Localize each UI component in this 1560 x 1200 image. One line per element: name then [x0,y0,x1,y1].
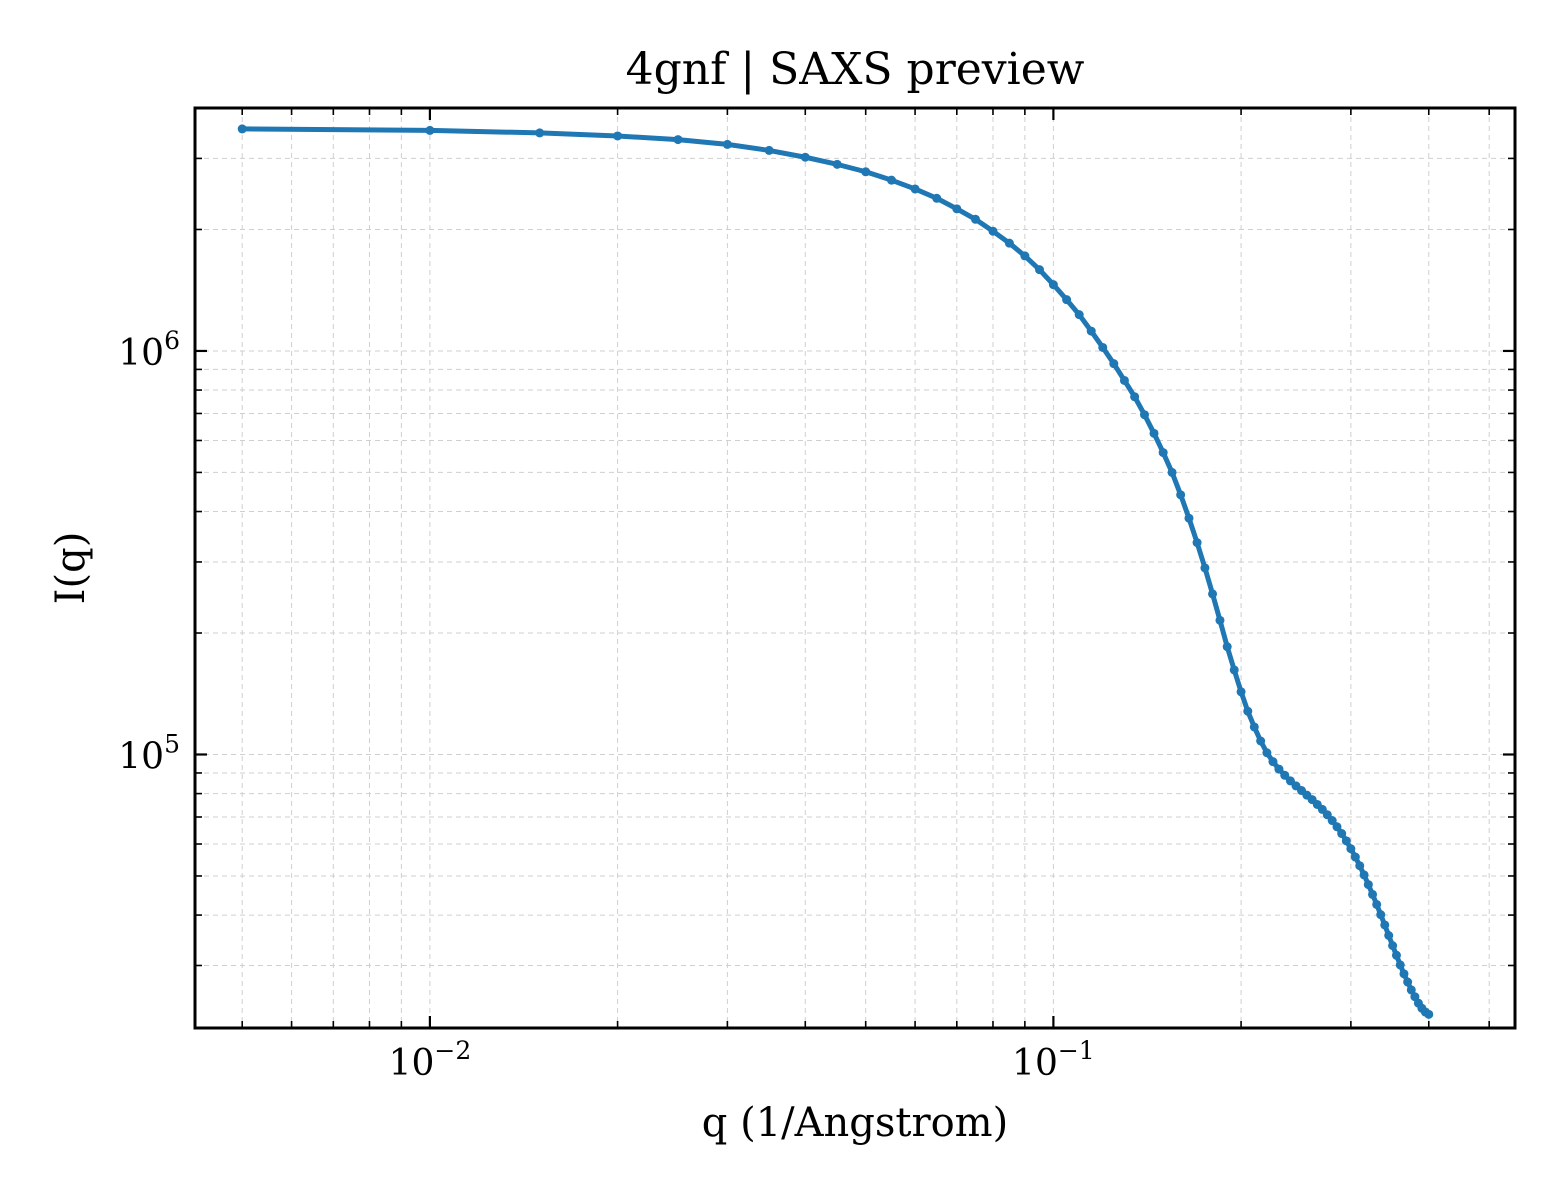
x-axis-label: q (1/Angstrom) [702,1100,1008,1146]
data-point [1391,950,1401,960]
data-point [1004,238,1014,248]
series-layer [237,124,1434,1019]
data-point [1215,615,1225,625]
data-point [1200,563,1210,573]
data-point [1355,861,1365,871]
data-point [1406,985,1416,995]
data-point [1380,920,1390,930]
data-point [1368,889,1378,899]
data-point [1236,687,1246,697]
data-point [970,214,980,224]
data-point [988,226,998,236]
data-point [1130,392,1140,402]
data-point [1249,722,1259,732]
data-point [1149,428,1159,438]
grid-layer [195,107,1515,1028]
data-point [952,204,962,214]
data-point [1140,410,1150,420]
plot-frame [193,106,1517,1030]
data-point [1222,642,1232,652]
chart-title: 4gnf | SAXS preview [626,44,1085,95]
data-point [1280,770,1290,780]
data-point [1098,342,1108,352]
data-point [1243,706,1253,716]
data-point [1158,448,1168,458]
data-point [1074,310,1084,320]
data-point [1062,295,1072,305]
data-point [1048,280,1058,290]
data-point [861,167,871,177]
data-point [800,152,810,162]
data-point [1424,1009,1434,1019]
data-point [764,145,774,155]
data-point [1262,748,1272,758]
data-point [1167,467,1177,477]
data-point [1388,941,1398,951]
data-point [1363,880,1373,890]
data-point [1208,589,1218,599]
data-point [1332,822,1342,832]
x-tick-label: 10−1 [1012,1036,1095,1084]
series-line [239,126,1432,1017]
tick-layer: 10−2 10−1 105 106 [118,107,1515,1084]
data-point [613,131,623,141]
data-point [1384,930,1394,940]
data-point [1176,490,1186,500]
data-point [1327,816,1337,826]
data-point [832,159,842,169]
data-point [1229,665,1239,675]
data-point [1372,899,1382,909]
data-point [237,124,247,134]
y-axis-label: I(q) [48,532,94,605]
x-tick-label: 10−2 [389,1036,472,1084]
data-point [1403,977,1413,987]
data-point [425,125,435,135]
data-point [1399,969,1409,979]
data-point [1376,910,1386,920]
y-tick-label: 106 [118,326,180,374]
data-point [1346,844,1356,854]
data-point [1350,852,1360,862]
data-point [1184,513,1194,523]
data-point [535,128,545,138]
data-point [1035,265,1045,275]
data-point [673,135,683,145]
data-point [932,193,942,203]
data-point [1395,960,1405,970]
data-point [1192,538,1202,548]
data-point [1337,829,1347,839]
data-point [1109,359,1119,369]
data-point [1359,870,1369,880]
data-point [1020,251,1030,261]
data-point [1086,326,1096,336]
data-point [1119,375,1129,385]
data-point [722,139,732,149]
data-point [1268,757,1278,767]
data-point [1274,764,1284,774]
y-tick-label: 105 [118,729,180,777]
data-point [910,184,920,194]
data-point [887,175,897,185]
data-point [1341,836,1351,846]
data-point [1256,736,1266,746]
